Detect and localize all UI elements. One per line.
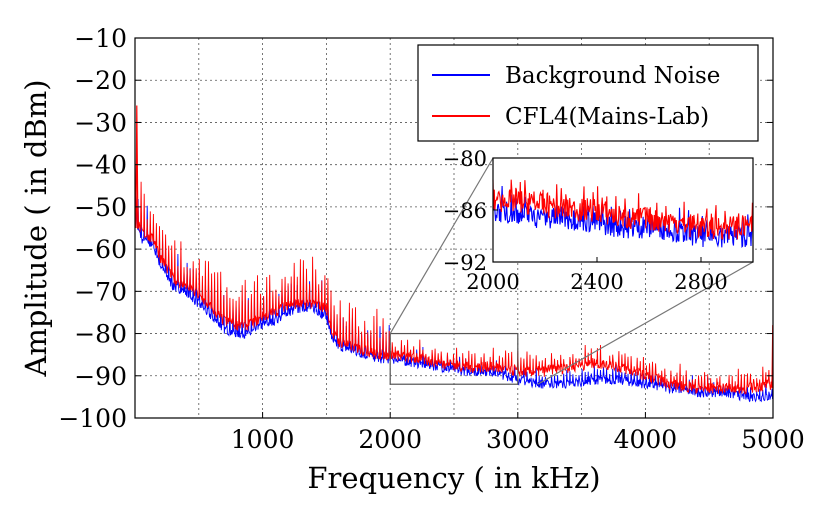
main-ticks: −100 −90 −80 −70 −60 −50 −40 −30 −20 −10 1000 2000 3…: [58, 24, 804, 454]
series-peak: [135, 105, 139, 229]
inset-background: [493, 158, 753, 262]
connector-line: [537, 261, 754, 385]
y-tick-label: −70: [74, 277, 127, 306]
y-tick-label: −80: [74, 320, 127, 349]
y-tick-label: −90: [74, 362, 127, 391]
inset-y-tick-label: −92: [443, 251, 487, 275]
y-tick-label: −100: [58, 404, 127, 433]
y-tick-label: −50: [74, 193, 127, 222]
x-tick-label: 4000: [614, 425, 678, 454]
inset-y-tick-label: −86: [443, 199, 487, 223]
connector-line: [389, 157, 494, 334]
legend: Background Noise CFL4(Mains-Lab): [417, 44, 759, 142]
zoom-connectors: [389, 157, 754, 385]
x-tick-label: 1000: [231, 425, 295, 454]
legend-label-cfl4: CFL4(Mains-Lab): [505, 104, 709, 130]
inset-x-tick-label: 2400: [570, 270, 623, 294]
inset-x-tick-label: 2000: [466, 270, 519, 294]
y-tick-label: −60: [74, 235, 127, 264]
x-tick-label: 2000: [358, 425, 422, 454]
zoom-rectangle: [389, 332, 519, 385]
legend-box: [417, 44, 759, 142]
series-line-cfl4: [134, 156, 774, 396]
inset-x-tick-label: 2800: [674, 270, 727, 294]
x-tick-label: 3000: [486, 425, 550, 454]
x-tick-label: 5000: [741, 425, 805, 454]
legend-label-background-noise: Background Noise: [505, 63, 720, 89]
inset-series-line-background-noise: [492, 185, 754, 248]
y-tick-label: −40: [74, 151, 127, 180]
inset-series: [492, 179, 754, 248]
y-tick-label: −20: [74, 66, 127, 95]
inset-series-line-cfl4: [492, 179, 754, 241]
x-axis-label: Frequency ( in kHz): [307, 461, 600, 495]
y-axis-label: Amplitude ( in dBm): [19, 79, 53, 377]
inset-y-tick-label: −80: [443, 147, 487, 171]
y-tick-label: −10: [74, 24, 127, 53]
main-plot-frame: [134, 37, 774, 419]
zoom-region-box: [389, 332, 519, 385]
y-tick-label: −30: [74, 108, 127, 137]
